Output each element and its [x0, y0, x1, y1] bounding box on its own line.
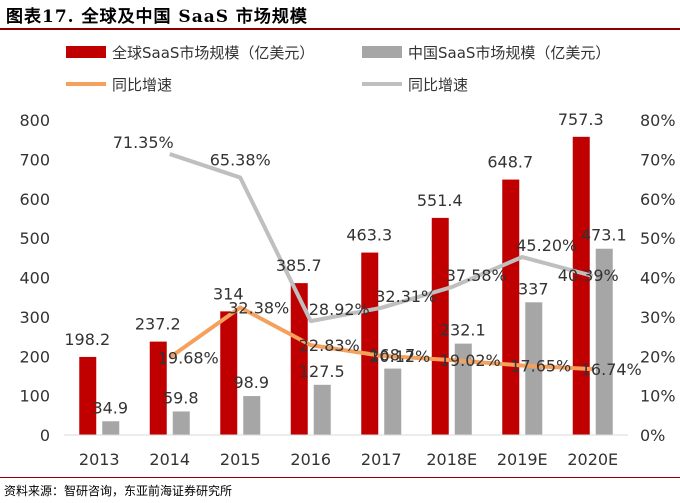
- global-bar-label: 648.7: [487, 153, 533, 172]
- china-growth-label: 45.20%: [516, 236, 577, 255]
- y-tick-label: 700: [19, 150, 50, 169]
- global-growth-label: 20.12%: [369, 347, 430, 366]
- global-growth-line: [168, 305, 593, 372]
- x-tick-label: 2018E: [426, 450, 477, 469]
- y2-tick-label: 30%: [640, 308, 676, 327]
- y2-tick-label: 50%: [640, 229, 676, 248]
- global-bar-label: 198.2: [64, 330, 110, 349]
- china-bar: [313, 384, 331, 435]
- global-growth-label: 19.68%: [158, 349, 219, 368]
- china-bar-label: 127.5: [299, 362, 345, 381]
- global-bar-label: 757.3: [558, 110, 604, 129]
- china-bar-label: 337: [518, 279, 549, 298]
- global-bar-label: 463.3: [346, 226, 392, 245]
- global-bar: [502, 179, 520, 435]
- legend-global-bar-label: 全球SaaS市场规模（亿美元）: [112, 44, 314, 62]
- global-growth-label: 22.83%: [299, 336, 360, 355]
- y2-tick-label: 80%: [640, 111, 676, 130]
- global-bar-label: 551.4: [417, 191, 463, 210]
- y-tick-label: 600: [19, 190, 50, 209]
- x-tick-label: 2019E: [497, 450, 548, 469]
- china-bar-label: 98.9: [233, 373, 269, 392]
- y2-tick-label: 70%: [640, 150, 676, 169]
- y-tick-label: 300: [19, 308, 50, 327]
- source-note: 资料来源：智研咨询，东亚前海证券研究所: [4, 484, 233, 498]
- china-growth-label: 71.35%: [113, 133, 174, 152]
- x-tick-label: 2017: [361, 450, 402, 469]
- legend-global-growth-label: 同比增速: [112, 76, 172, 94]
- y2-tick-label: 20%: [640, 347, 676, 366]
- china-bar: [454, 343, 472, 435]
- china-growth-label: 32.31%: [375, 287, 436, 306]
- figure-title: 图表17. 全球及中国 SaaS 市场规模: [6, 7, 308, 27]
- y-tick-label: 200: [19, 347, 50, 366]
- china-bar-label: 168.7: [369, 346, 415, 365]
- china-growth-label: 65.38%: [210, 151, 271, 170]
- china-bar: [243, 396, 261, 435]
- global-growth-label: 17.65%: [510, 357, 571, 376]
- legend-global-bar-swatch: [66, 46, 106, 58]
- global-bar: [361, 252, 379, 435]
- y2-tick-label: 60%: [640, 190, 676, 209]
- y2-tick-label: 40%: [640, 269, 676, 288]
- y2-tick-label: 0%: [640, 426, 665, 445]
- y-tick-label: 500: [19, 229, 50, 248]
- global-bar-label: 237.2: [135, 315, 181, 334]
- title-rule: [0, 28, 680, 30]
- y-tick-label: 800: [19, 111, 50, 130]
- global-bar-label: 314: [213, 284, 244, 303]
- china-growth-label: 37.58%: [446, 266, 507, 285]
- y-tick-label: 400: [19, 269, 50, 288]
- source-rule: [0, 477, 680, 478]
- global-growth-label: 32.38%: [228, 299, 289, 318]
- x-tick-label: 2014: [149, 450, 190, 469]
- china-growth-label: 28.92%: [309, 300, 370, 319]
- global-growth-label: 16.74%: [581, 360, 642, 379]
- y-tick-label: 0: [40, 426, 50, 445]
- legend-china-bar-label: 中国SaaS市场规模（亿美元）: [408, 44, 610, 62]
- global-bar: [572, 136, 590, 436]
- china-bar: [172, 411, 190, 435]
- global-bar: [220, 311, 238, 435]
- legend-china-bar-swatch: [362, 46, 402, 58]
- y-tick-label: 100: [19, 387, 50, 406]
- legend-china-growth-label: 同比增速: [408, 76, 468, 94]
- global-bar: [290, 283, 308, 435]
- global-bar-label: 385.7: [276, 256, 322, 275]
- china-bar-label: 59.8: [163, 388, 199, 407]
- china-growth-label: 40.39%: [558, 266, 619, 285]
- china-bar: [525, 302, 543, 435]
- x-tick-label: 2013: [79, 450, 120, 469]
- x-tick-label: 2015: [220, 450, 261, 469]
- china-bar-label: 473.1: [581, 226, 627, 245]
- china-bar: [102, 421, 120, 435]
- china-bar-label: 34.9: [92, 398, 128, 417]
- y2-tick-label: 10%: [640, 387, 676, 406]
- global-bar: [431, 217, 449, 435]
- global-bar: [79, 356, 97, 435]
- x-tick-label: 2016: [290, 450, 331, 469]
- x-tick-label: 2020E: [567, 450, 618, 469]
- china-growth-line: [169, 152, 594, 324]
- china-bar: [595, 248, 613, 435]
- china-bar-label: 232.1: [440, 321, 486, 340]
- global-growth-label: 19.02%: [440, 351, 501, 370]
- global-bar: [149, 341, 167, 435]
- china-bar: [384, 368, 402, 435]
